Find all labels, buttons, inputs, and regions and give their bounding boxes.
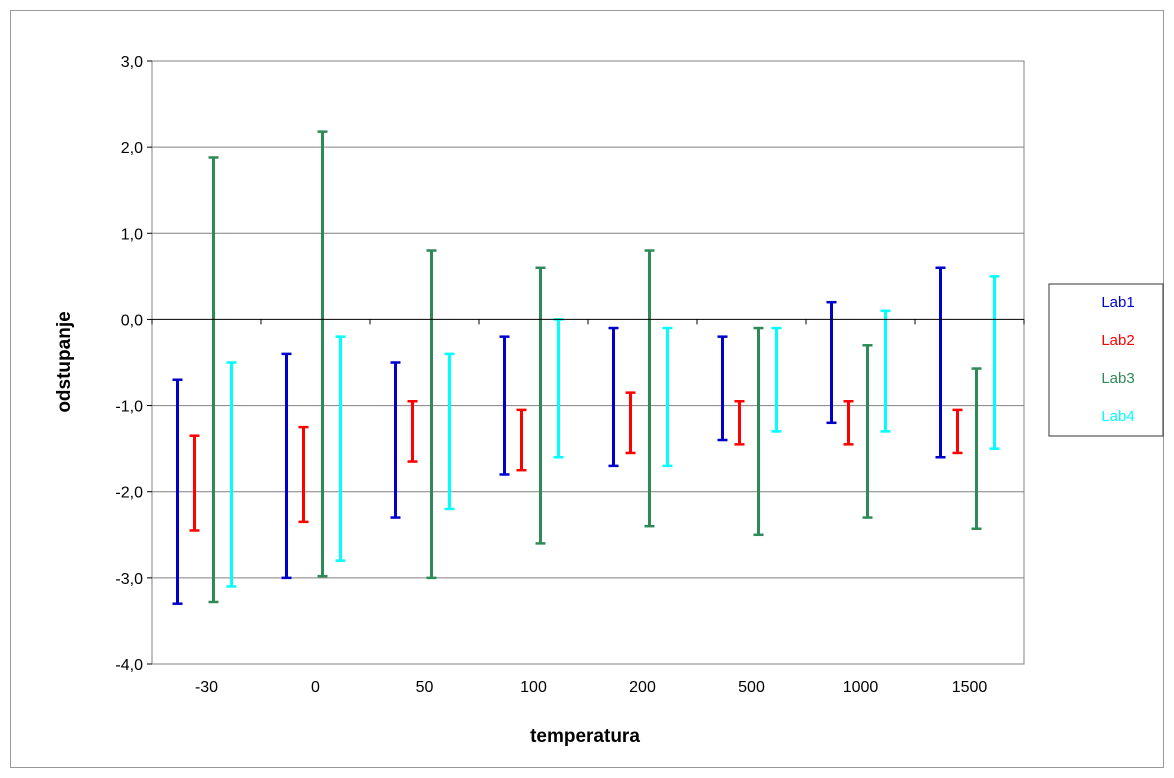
error-bar-lab4 (335, 335, 346, 562)
error-bar-lab2 (952, 408, 963, 455)
y-tick-label: -2,0 (115, 485, 143, 502)
error-bars (172, 130, 1000, 605)
x-tick-label: 500 (738, 679, 765, 696)
y-tick-label: -4,0 (115, 657, 143, 674)
error-bar-lab1 (281, 352, 292, 580)
x-axis-title: temperatura (530, 726, 640, 747)
error-bar-lab4 (444, 352, 455, 511)
error-bar-lab4 (771, 326, 782, 433)
error-bar-lab3 (535, 266, 546, 545)
error-bar-lab2 (189, 434, 200, 532)
legend: Lab1 Lab2 Lab3 Lab4 (1048, 283, 1164, 437)
legend-item-lab3: Lab3 (1101, 370, 1134, 387)
x-tick-label: -30 (195, 679, 218, 696)
x-tick-label: 0 (311, 679, 320, 696)
legend-item-lab1: Lab1 (1101, 294, 1134, 311)
error-bar-lab2 (407, 400, 418, 463)
error-bar-lab3 (317, 130, 328, 578)
error-bar-lab4 (662, 326, 673, 468)
x-tick-label: 50 (416, 679, 434, 696)
error-bar-lab4 (880, 309, 891, 433)
error-bar-lab1 (172, 378, 183, 605)
error-bar-lab1 (717, 335, 728, 442)
y-axis-title: odstupanje (54, 311, 75, 412)
error-bar-lab4 (989, 275, 1000, 450)
error-bar-lab3 (862, 344, 873, 519)
error-bar-lab2 (516, 408, 527, 472)
axes: 3,0 2,0 1,0 0,0 -1,0 -2,0 -3,0 -4,0 -30 0 50 100 200… (115, 54, 1025, 696)
plot-area (151, 60, 1025, 665)
error-bar-lab2 (625, 391, 636, 455)
error-bar-lab4 (226, 361, 237, 588)
x-tick-label: 1500 (952, 679, 988, 696)
y-tick-label: -1,0 (115, 399, 143, 416)
legend-item-lab2: Lab2 (1101, 332, 1134, 349)
x-tick-label: 200 (629, 679, 656, 696)
error-bar-lab2 (734, 400, 745, 446)
error-bar-lab3 (208, 156, 219, 604)
x-tick-label: 1000 (843, 679, 879, 696)
gridlines (152, 146, 1024, 579)
error-bar-lab1 (499, 335, 510, 476)
y-tick-label: 2,0 (121, 140, 143, 157)
y-tick-label: 0,0 (121, 312, 143, 329)
legend-box (1048, 283, 1164, 437)
chart-border (10, 10, 1164, 768)
y-tick-label: -3,0 (115, 571, 143, 588)
error-bar-lab3 (426, 249, 437, 580)
error-bar-lab3 (971, 367, 982, 531)
legend-item-lab4: Lab4 (1101, 408, 1134, 425)
x-tick-label: 100 (520, 679, 547, 696)
error-bar-lab1 (608, 326, 619, 468)
error-bar-lab1 (390, 361, 401, 519)
error-bar-lab1 (935, 266, 946, 459)
error-bar-lab2 (843, 400, 854, 446)
y-tick-label: 1,0 (121, 226, 143, 243)
error-bar-lab2 (298, 425, 309, 524)
error-bar-lab3 (644, 249, 655, 528)
error-bar-lab1 (826, 300, 837, 425)
error-bar-lab3 (753, 326, 764, 537)
y-tick-label: 3,0 (121, 54, 143, 71)
